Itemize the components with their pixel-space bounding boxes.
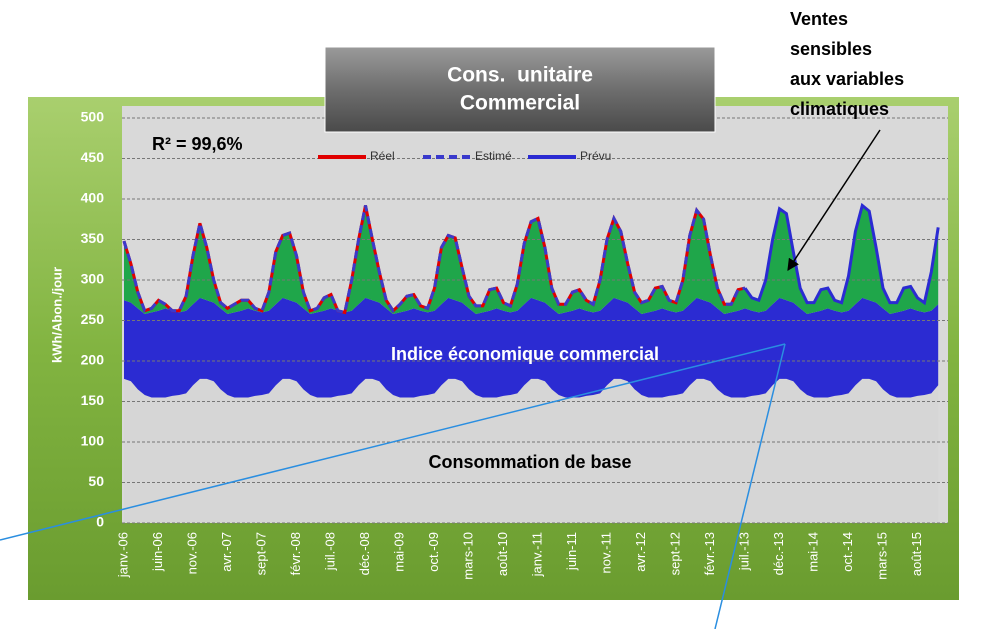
y-tick-label: 450 — [81, 149, 105, 165]
y-tick-label: 0 — [96, 514, 104, 530]
annotation: sensibles — [790, 39, 872, 59]
title-box — [324, 46, 716, 133]
area — [124, 378, 939, 523]
y-tick-label: 100 — [81, 433, 105, 449]
x-tick-label: juin-06 — [150, 532, 165, 572]
pointer-line — [0, 343, 786, 541]
series-line — [743, 202, 940, 306]
x-tick-label: févr.-13 — [702, 532, 717, 575]
x-tick-label: oct.-09 — [426, 532, 441, 572]
annotation: climatiques — [790, 99, 889, 119]
area — [124, 297, 939, 398]
x-tick-label: août-10 — [495, 532, 510, 576]
x-tick-label: nov.-06 — [184, 532, 199, 574]
x-tick-label: janv.-11 — [529, 532, 544, 577]
x-tick-label: oct.-14 — [840, 532, 855, 572]
x-tick-label: juil.-13 — [736, 532, 751, 571]
x-tick-label: mai-14 — [805, 532, 820, 572]
x-tick-label: juin-11 — [564, 532, 579, 571]
y-tick-label: 150 — [81, 392, 105, 408]
annotation: Ventes — [790, 9, 848, 29]
x-tick-label: déc.-08 — [357, 532, 372, 575]
annotation-arrow — [787, 129, 881, 272]
area — [124, 205, 939, 315]
y-tick-label: 250 — [81, 311, 105, 327]
x-tick-label: févr.-08 — [288, 532, 303, 575]
x-tick-label: août-15 — [909, 532, 924, 576]
legend-label: Estimé — [475, 149, 512, 163]
y-axis-label: kWh/Abon./jour — [49, 267, 64, 363]
series-line — [122, 205, 746, 315]
x-tick-label: déc.-13 — [771, 532, 786, 575]
x-tick-label: mai-09 — [391, 532, 406, 572]
annotation: aux variables — [790, 69, 904, 89]
x-tick-label: sept-12 — [667, 532, 682, 575]
y-tick-label: 300 — [81, 271, 105, 287]
y-tick-label: 400 — [81, 190, 105, 206]
pointer-line — [714, 343, 786, 629]
y-tick-label: 200 — [81, 352, 105, 368]
x-tick-label: sept-07 — [253, 532, 268, 575]
chart-title: Cons. unitaire — [447, 64, 593, 87]
x-tick-label: nov.-11 — [598, 532, 613, 573]
x-tick-label: avr.-12 — [633, 532, 648, 572]
legend-label: Prévu — [580, 149, 611, 163]
y-tick-label: 500 — [81, 109, 105, 125]
chart-title: Commercial — [460, 92, 580, 115]
annotation: Indice économique commercial — [391, 344, 659, 364]
x-tick-label: janv.-06 — [115, 532, 130, 578]
x-tick-label: mars-15 — [874, 532, 889, 580]
x-tick-label: juil.-08 — [322, 532, 337, 571]
y-tick-label: 350 — [81, 230, 105, 246]
x-tick-label: avr.-07 — [219, 532, 234, 572]
x-tick-label: mars-10 — [460, 532, 475, 580]
y-tick-label: 50 — [88, 473, 104, 489]
legend-label: Réel — [370, 149, 395, 163]
annotation: Consommation de base — [428, 452, 631, 472]
r2-annotation: R² = 99,6% — [152, 134, 243, 154]
